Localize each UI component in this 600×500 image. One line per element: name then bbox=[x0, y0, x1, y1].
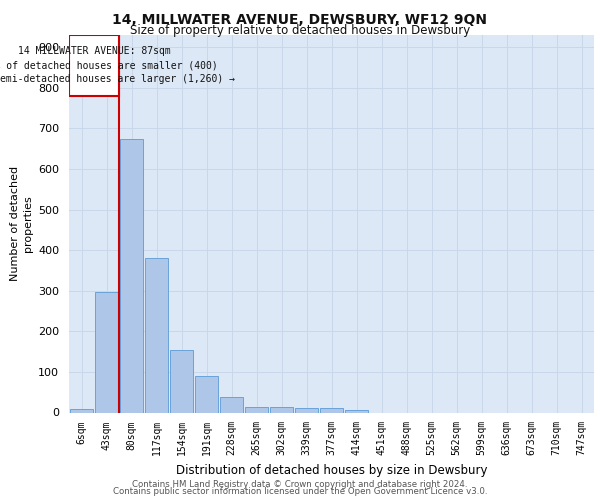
Bar bbox=[195, 376, 218, 412]
Bar bbox=[295, 408, 318, 412]
Bar bbox=[245, 407, 268, 412]
Bar bbox=[145, 258, 168, 412]
Text: Contains HM Land Registry data © Crown copyright and database right 2024.: Contains HM Land Registry data © Crown c… bbox=[132, 480, 468, 489]
Text: Size of property relative to detached houses in Dewsbury: Size of property relative to detached ho… bbox=[130, 24, 470, 37]
Bar bbox=[69, 35, 119, 96]
Bar bbox=[95, 292, 118, 412]
Bar bbox=[120, 138, 143, 412]
Bar bbox=[320, 408, 343, 412]
Text: Contains public sector information licensed under the Open Government Licence v3: Contains public sector information licen… bbox=[113, 487, 487, 496]
Text: 14, MILLWATER AVENUE, DEWSBURY, WF12 9QN: 14, MILLWATER AVENUE, DEWSBURY, WF12 9QN bbox=[113, 12, 487, 26]
Bar bbox=[70, 410, 93, 412]
X-axis label: Distribution of detached houses by size in Dewsbury: Distribution of detached houses by size … bbox=[176, 464, 487, 476]
Y-axis label: Number of detached
properties: Number of detached properties bbox=[10, 166, 32, 281]
Bar bbox=[345, 410, 368, 412]
Text: 14 MILLWATER AVENUE: 87sqm
← 24% of detached houses are smaller (400)
76% of sem: 14 MILLWATER AVENUE: 87sqm ← 24% of deta… bbox=[0, 46, 235, 84]
Bar bbox=[270, 407, 293, 412]
Bar bbox=[170, 350, 193, 412]
Bar bbox=[220, 398, 243, 412]
